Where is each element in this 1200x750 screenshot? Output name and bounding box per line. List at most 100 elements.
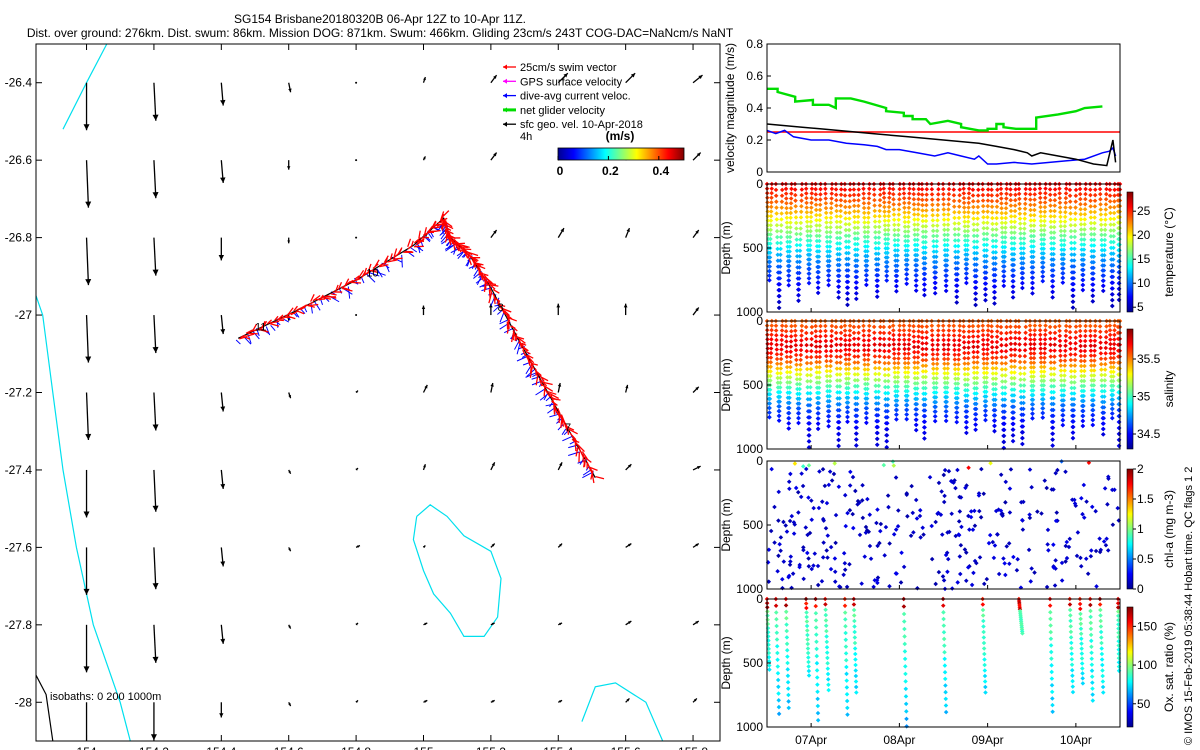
data-point — [902, 342, 907, 347]
data-point — [971, 339, 976, 344]
data-point — [833, 192, 839, 198]
data-point — [799, 471, 804, 476]
data-point — [779, 193, 785, 199]
data-point — [953, 381, 958, 386]
data-point — [864, 268, 870, 273]
data-point — [1010, 433, 1016, 438]
data-point — [980, 192, 986, 198]
current-vector — [545, 396, 551, 402]
data-point — [856, 336, 861, 342]
swim-vector — [450, 237, 454, 245]
data-point — [1068, 618, 1073, 624]
data-point — [861, 191, 866, 196]
data-point — [1083, 556, 1089, 561]
data-point — [934, 249, 939, 254]
data-point — [1072, 222, 1078, 228]
data-point — [934, 228, 940, 234]
swim-vector — [510, 331, 515, 343]
data-point — [896, 217, 901, 223]
data-point — [786, 416, 792, 421]
data-point — [922, 287, 927, 293]
data-point — [816, 411, 821, 416]
data-point — [813, 323, 818, 329]
data-point — [1044, 485, 1049, 491]
data-point — [1048, 610, 1053, 615]
data-point — [1003, 201, 1009, 206]
data-point — [895, 365, 901, 371]
swim-vector — [344, 278, 350, 286]
data-point — [1063, 191, 1069, 196]
data-point — [1062, 219, 1068, 224]
data-point — [994, 329, 1000, 334]
data-point — [1067, 329, 1073, 335]
data-point — [804, 195, 809, 201]
data-point — [823, 333, 828, 339]
data-point — [975, 349, 980, 355]
data-point — [1082, 232, 1087, 237]
data-point — [1003, 367, 1008, 372]
data-point — [992, 278, 998, 284]
swim-vector — [371, 270, 378, 273]
data-point — [852, 640, 858, 646]
data-point — [1004, 186, 1009, 192]
data-point — [1093, 508, 1098, 514]
current-vector — [568, 451, 580, 456]
data-point — [911, 202, 917, 207]
data-point — [934, 361, 940, 367]
data-point — [793, 198, 798, 203]
data-point — [990, 539, 996, 545]
data-point — [875, 413, 881, 418]
data-point — [951, 338, 957, 343]
data-point — [1048, 203, 1053, 208]
data-point — [966, 324, 972, 329]
data-point — [1002, 239, 1008, 245]
data-point — [904, 398, 910, 403]
swim-vector — [525, 350, 531, 355]
geo-velocity-arrow — [220, 547, 226, 567]
data-point — [1099, 657, 1105, 662]
data-point — [1030, 388, 1036, 393]
data-point — [1041, 251, 1046, 256]
data-point — [773, 187, 779, 193]
data-point — [882, 372, 888, 378]
data-point — [808, 210, 814, 215]
data-point — [911, 207, 917, 212]
data-point — [852, 360, 857, 365]
data-point — [1054, 510, 1060, 515]
data-point — [1050, 425, 1056, 431]
data-point — [813, 197, 819, 202]
data-point — [965, 224, 971, 229]
data-point — [1001, 433, 1007, 439]
data-point — [767, 255, 773, 260]
depth-tick-label: 1000 — [736, 305, 763, 319]
geo-velocity-arrow — [85, 702, 88, 741]
data-point — [1020, 275, 1025, 281]
data-point — [846, 366, 852, 372]
data-point — [1103, 351, 1108, 356]
data-point — [866, 215, 871, 220]
data-point — [946, 323, 952, 329]
swim-vector — [589, 466, 598, 471]
data-point — [1028, 337, 1033, 342]
data-point — [999, 196, 1004, 201]
data-point — [865, 367, 871, 372]
colorbar-label: Ox. sat. ratio (%) — [1162, 622, 1176, 712]
data-point — [1069, 240, 1074, 246]
data-point — [874, 520, 879, 526]
swim-vector — [501, 307, 512, 313]
data-point — [768, 355, 774, 360]
data-point — [852, 348, 857, 353]
data-point — [896, 356, 901, 361]
data-point — [999, 367, 1005, 372]
swim-vector — [252, 323, 258, 331]
data-point — [1052, 197, 1058, 203]
data-point — [1011, 393, 1017, 398]
data-point — [1110, 388, 1116, 393]
data-point — [906, 200, 912, 206]
data-point — [964, 425, 969, 430]
data-point — [886, 223, 891, 228]
data-point — [924, 335, 929, 341]
data-point — [1110, 522, 1116, 528]
data-point — [787, 263, 792, 269]
data-point — [808, 224, 814, 229]
